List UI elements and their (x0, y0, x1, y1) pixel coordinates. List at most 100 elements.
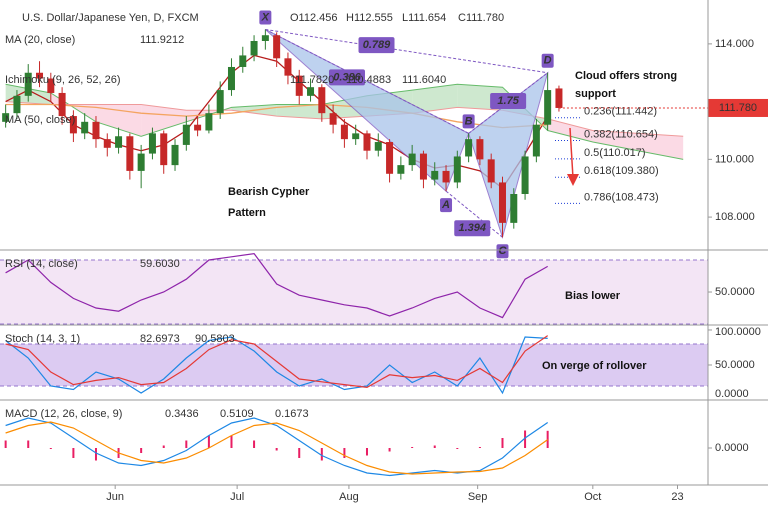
candle-body (36, 72, 44, 79)
candle-body (239, 55, 247, 67)
pattern-ratio-line (468, 72, 548, 134)
indicator-line (5, 252, 548, 319)
fib-label: 0.382(110.654) (584, 128, 658, 140)
histogram-bar (162, 445, 165, 448)
cloud-span-b (5, 101, 684, 137)
y-tick-label: 50.0000 (715, 359, 755, 371)
histogram-bar (94, 448, 97, 461)
ohlc-label: O112.456 (290, 12, 338, 24)
legend-text: RSI (14, close) (5, 258, 78, 270)
pattern-point-label: D (544, 55, 552, 67)
candle-body (510, 193, 518, 223)
histogram-bar (388, 448, 391, 452)
histogram-bar (207, 435, 210, 448)
last-price-box (708, 98, 768, 117)
candle-body (137, 153, 145, 171)
candle-body (250, 40, 258, 56)
legend-text: MA (20, close) (5, 34, 75, 46)
histogram-bar (230, 435, 233, 448)
fib-label: 0.618(109.380) (584, 165, 659, 177)
pattern-ratio-label: 0.386 (333, 71, 361, 83)
candle-body (194, 124, 202, 131)
candle-body (92, 121, 100, 140)
legend-text: 59.6030 (140, 258, 180, 270)
indicator-line (5, 417, 549, 477)
legend-text: 90.5803 (195, 333, 235, 345)
candle-body (532, 124, 540, 157)
annotation: Cloud offers strong (575, 70, 677, 82)
legend-value: 111.6040 (402, 74, 446, 86)
histogram-bar (275, 448, 278, 451)
legend-text: MACD (12, 26, close, 9) (5, 408, 122, 420)
annotation: Pattern (228, 207, 266, 219)
annotation: Bias lower (565, 290, 621, 302)
legend-text: Stoch (14, 3, 1) (5, 333, 80, 345)
last-price-label: 111.780 (719, 102, 757, 114)
histogram-bar (456, 448, 459, 449)
candle-body (419, 153, 427, 180)
legend-text: 82.6973 (140, 333, 180, 345)
candle-body (205, 113, 213, 131)
annotation: support (575, 88, 616, 100)
candle-body (58, 92, 66, 117)
indicator-line (5, 421, 549, 475)
annotation: Bearish Cypher (228, 186, 310, 198)
cloud-segment (637, 133, 684, 160)
pattern-point-box (440, 198, 453, 213)
y-tick-label: 100.0000 (715, 326, 761, 338)
chart-title: U.S. Dollar/Japanese Yen, D, FXCM (22, 12, 199, 24)
pattern-ratio-line (445, 190, 503, 238)
candle-body (148, 133, 156, 154)
candle-body (555, 88, 563, 108)
pattern-ratio-label: 1.394 (458, 222, 486, 234)
ohlc-label: L111.654 (402, 12, 446, 24)
cloud-segment (95, 104, 142, 137)
candle-body (13, 95, 21, 114)
bias-arrow (567, 127, 579, 186)
x-tick-label: Oct (584, 491, 601, 503)
fib-label: 0.236(111.442) (584, 106, 657, 118)
histogram-bar (320, 448, 323, 461)
x-tick-label: 23 (671, 491, 683, 503)
candle-body (182, 124, 190, 145)
y-tick-label: 0.0000 (715, 388, 749, 400)
legend-value: 111.7820 (290, 74, 334, 86)
legend-text: 0.1673 (275, 408, 309, 420)
cloud-segment (592, 130, 638, 151)
candle-body (408, 153, 416, 166)
histogram-bar (524, 430, 527, 448)
ohlc-label: H112.555 (346, 12, 393, 24)
moving-average (5, 103, 548, 129)
x-tick-label: Aug (339, 491, 359, 503)
candle-body (397, 165, 405, 174)
candle-body (115, 136, 123, 148)
pattern-ratio-label: 0.789 (363, 39, 391, 51)
candle-body (329, 113, 337, 125)
candle-body (160, 133, 168, 166)
y-tick-label: 50.0000 (715, 286, 755, 298)
candle-body (498, 182, 506, 223)
y-tick-label: 114.000 (715, 38, 754, 50)
histogram-bar (140, 448, 143, 453)
pattern-ratio-label: 1.75 (497, 95, 519, 107)
candle-body (363, 133, 371, 151)
pattern-ratio-box (358, 37, 395, 54)
candle-body (171, 144, 179, 166)
pattern-point-label: A (441, 199, 450, 211)
candle-body (442, 170, 450, 183)
x-tick-label: Sep (468, 491, 488, 503)
x-tick-label: Jul (230, 491, 244, 503)
histogram-bar (185, 440, 188, 448)
histogram-bar (49, 448, 52, 449)
histogram-bar (298, 448, 301, 458)
pattern-point-box (259, 10, 272, 25)
candle-body (295, 75, 303, 96)
band-fill (0, 260, 708, 325)
candle-body (386, 142, 394, 174)
candle-body (431, 170, 439, 180)
pattern-point-label: B (465, 115, 473, 127)
legend-text: MA (50, close) (5, 114, 75, 126)
y-tick-label: 110.000 (715, 153, 754, 165)
